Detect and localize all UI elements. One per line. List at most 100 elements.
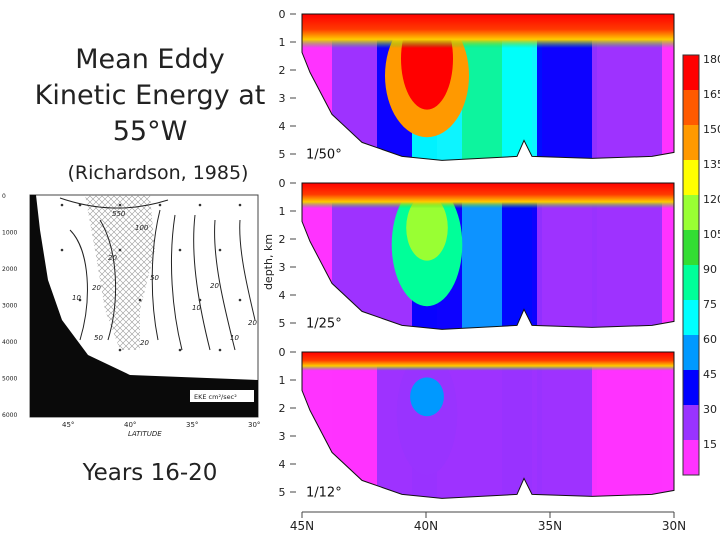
depth-tick-label: 4 xyxy=(279,289,286,302)
depth-tick-label: 1 xyxy=(279,36,286,49)
colorbar-swatch xyxy=(683,335,699,371)
depth-tick-label: 3 xyxy=(279,430,286,443)
richardson-contour-plot: 0 1000 2000 3000 4000 5000 6000 45° 40° 35° 30° 1… xyxy=(2,193,260,438)
eke-band xyxy=(502,360,542,499)
eke-section-panel: 1/50° 0 1 2 3 4 5 xyxy=(279,8,675,162)
depth-tick-label: 2 xyxy=(279,233,286,246)
model-eke-figure: 1/50° 0 1 2 3 4 5 1/25° 0 1 2 3 4 5 1/12° 0 1 2 3 4 5 depth,… xyxy=(262,0,720,540)
colorbar-swatch xyxy=(683,195,699,231)
eke-band xyxy=(592,360,662,499)
eke-section-panel: 1/12° 0 1 2 3 4 5 xyxy=(279,346,675,500)
contour-label: 550 xyxy=(112,210,126,218)
depth-tick-label: 3000 xyxy=(2,303,17,310)
eke-unit-label: EKE cm²/sec² xyxy=(194,393,237,401)
latitude-tick-label: 35N xyxy=(538,519,562,533)
contour-label: 20 xyxy=(108,254,117,262)
colorbar-swatch xyxy=(683,265,699,301)
colorbar-level-label: 135 xyxy=(703,158,720,171)
latitude-tick-label: 35° xyxy=(186,421,198,429)
citation: (Richardson, 1985) xyxy=(67,162,249,184)
latitude-tick-label: 45° xyxy=(62,421,74,429)
depth-tick-label: 5 xyxy=(279,486,286,499)
eke-field xyxy=(302,183,674,330)
colorbar-swatch xyxy=(683,55,699,91)
colorbar-level-label: 105 xyxy=(703,228,720,241)
contour-label: 10 xyxy=(230,334,239,342)
latitude-tick-labels: 45° 40° 35° 30° xyxy=(62,421,260,429)
colorbar-swatch xyxy=(683,125,699,161)
depth-tick-label: 0 xyxy=(2,193,6,200)
depth-axis-label: depth, km xyxy=(262,234,275,290)
years-label: Years 16-20 xyxy=(82,460,218,486)
colorbar-level-label: 165 xyxy=(703,88,720,101)
colorbar-level-label: 90 xyxy=(703,263,717,276)
depth-tick-label: 5 xyxy=(279,317,286,330)
depth-tick-label: 6000 xyxy=(2,412,17,419)
contour-label: 50 xyxy=(94,334,103,342)
colorbar-swatch xyxy=(683,405,699,441)
colorbar-swatch xyxy=(683,90,699,126)
eke-jet-core xyxy=(406,194,448,261)
depth-tick-label: 5000 xyxy=(2,376,17,383)
bathymetry-outline xyxy=(301,182,675,330)
depth-tick-label: 2 xyxy=(279,402,286,415)
latitude-tick-label: 45N xyxy=(290,519,314,533)
contour-label: 10 xyxy=(192,304,201,312)
eke-jet-core xyxy=(410,377,444,417)
contour-label: 10 xyxy=(72,294,81,302)
depth-tick-label: 0 xyxy=(279,177,286,190)
depth-tick-label: 1 xyxy=(279,374,286,387)
eke-field xyxy=(302,352,674,499)
depth-tick-label: 0 xyxy=(279,8,286,21)
colorbar-swatch xyxy=(683,160,699,196)
continental-slope xyxy=(30,195,258,417)
depth-tick-label: 5 xyxy=(279,148,286,161)
latitude-tick-labels: 45N 40N 35N 30N xyxy=(290,511,686,533)
colorbar-swatch xyxy=(683,300,699,336)
richardson-figure: 0 1000 2000 3000 4000 5000 6000 45° 40° 35° 30° 1… xyxy=(0,190,262,442)
latitude-tick-label: 40N xyxy=(414,519,438,533)
colorbar-level-label: 75 xyxy=(703,298,717,311)
colorbar-swatch xyxy=(683,370,699,406)
depth-tick-labels: 0 1000 2000 3000 4000 5000 6000 xyxy=(2,193,17,419)
bathymetry-outline xyxy=(301,13,675,161)
eke-band xyxy=(502,191,542,330)
latitude-tick-label: 30N xyxy=(662,519,686,533)
colorbar-level-label: 150 xyxy=(703,123,720,136)
colorbar-swatch xyxy=(683,440,699,476)
bathymetry-outline xyxy=(301,351,675,499)
depth-tick-label: 1 xyxy=(279,205,286,218)
eke-band xyxy=(537,360,597,499)
depth-tick-label: 2000 xyxy=(2,266,17,273)
colorbar-level-label: 30 xyxy=(703,403,717,416)
eke-field xyxy=(302,14,674,161)
eke-surface-layer xyxy=(302,183,674,209)
colorbar-level-label: 120 xyxy=(703,193,720,206)
depth-tick-label: 3 xyxy=(279,261,286,274)
contour-label: 50 xyxy=(150,274,159,282)
sample-points xyxy=(60,203,242,352)
colorbar-level-label: 180 xyxy=(703,53,720,66)
contour-label: 20 xyxy=(140,339,149,347)
colorbar-swatch xyxy=(683,230,699,266)
contour-label: 20 xyxy=(248,319,257,327)
latitude-axis-label: LATITUDE xyxy=(128,430,162,438)
resolution-label: 1/50° xyxy=(306,147,342,162)
resolution-label: 1/25° xyxy=(306,316,342,331)
depth-tick-label: 4 xyxy=(279,458,286,471)
latitude-tick-label: 30° xyxy=(248,421,260,429)
latitude-tick-label: 40° xyxy=(124,421,136,429)
colorbar-level-label: 60 xyxy=(703,333,717,346)
eke-section-panel: 1/25° 0 1 2 3 4 5 xyxy=(279,177,675,331)
depth-tick-label: 4 xyxy=(279,120,286,133)
contour-label: 100 xyxy=(135,224,149,232)
eke-band xyxy=(537,191,597,330)
high-eke-region xyxy=(85,195,155,350)
eke-band xyxy=(592,191,662,330)
depth-tick-label: 4000 xyxy=(2,339,17,346)
colorbar-level-label: 45 xyxy=(703,368,717,381)
slide-title: Mean Eddy Kinetic Energy at 55°W xyxy=(34,44,266,147)
eke-surface-layer xyxy=(302,352,674,371)
depth-tick-label: 3 xyxy=(279,92,286,105)
